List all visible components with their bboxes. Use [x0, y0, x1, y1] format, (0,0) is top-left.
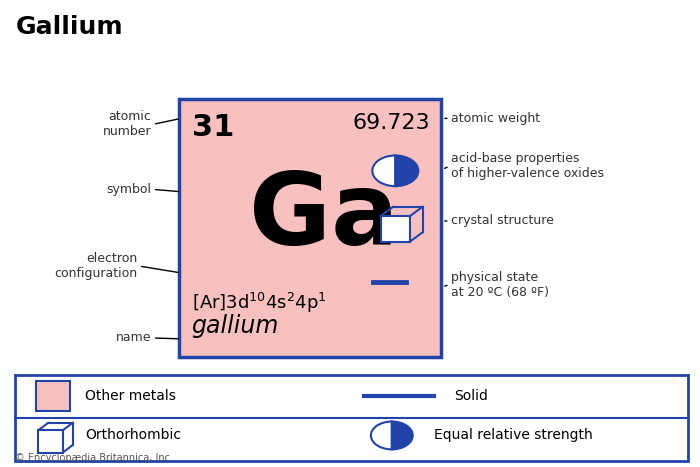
Text: Gallium: Gallium — [15, 15, 123, 39]
Wedge shape — [371, 422, 392, 449]
Text: physical state
at 20 ºC (68 ºF): physical state at 20 ºC (68 ºF) — [451, 270, 549, 298]
Text: $\mathregular{[Ar]3d^{10}4s^{2}4p^{1}}$: $\mathregular{[Ar]3d^{10}4s^{2}4p^{1}}$ — [192, 291, 326, 315]
Bar — [36, 381, 70, 411]
Text: 31: 31 — [192, 113, 234, 142]
Bar — [381, 216, 410, 241]
Text: © Encyclopædia Britannica, Inc.: © Encyclopædia Britannica, Inc. — [15, 453, 174, 463]
Text: Ga: Ga — [249, 169, 398, 266]
Text: crystal structure: crystal structure — [451, 214, 554, 227]
Text: Equal relative strength: Equal relative strength — [434, 428, 592, 442]
FancyBboxPatch shape — [179, 99, 440, 356]
Text: atomic
number: atomic number — [103, 110, 151, 138]
Text: electron
configuration: electron configuration — [54, 252, 137, 280]
Text: acid-base properties
of higher-valence oxides: acid-base properties of higher-valence o… — [451, 152, 604, 180]
Bar — [38, 430, 63, 453]
Text: Orthorhombic: Orthorhombic — [85, 428, 181, 442]
Wedge shape — [392, 422, 413, 449]
Text: gallium: gallium — [192, 314, 279, 338]
Text: 69.723: 69.723 — [353, 113, 430, 133]
Text: symbol: symbol — [106, 183, 151, 196]
FancyBboxPatch shape — [15, 375, 688, 461]
Text: name: name — [116, 332, 151, 345]
Text: atomic weight: atomic weight — [451, 112, 540, 125]
Wedge shape — [372, 156, 396, 186]
Text: Other metals: Other metals — [85, 389, 176, 403]
Wedge shape — [395, 156, 419, 186]
Text: Solid: Solid — [454, 389, 489, 403]
